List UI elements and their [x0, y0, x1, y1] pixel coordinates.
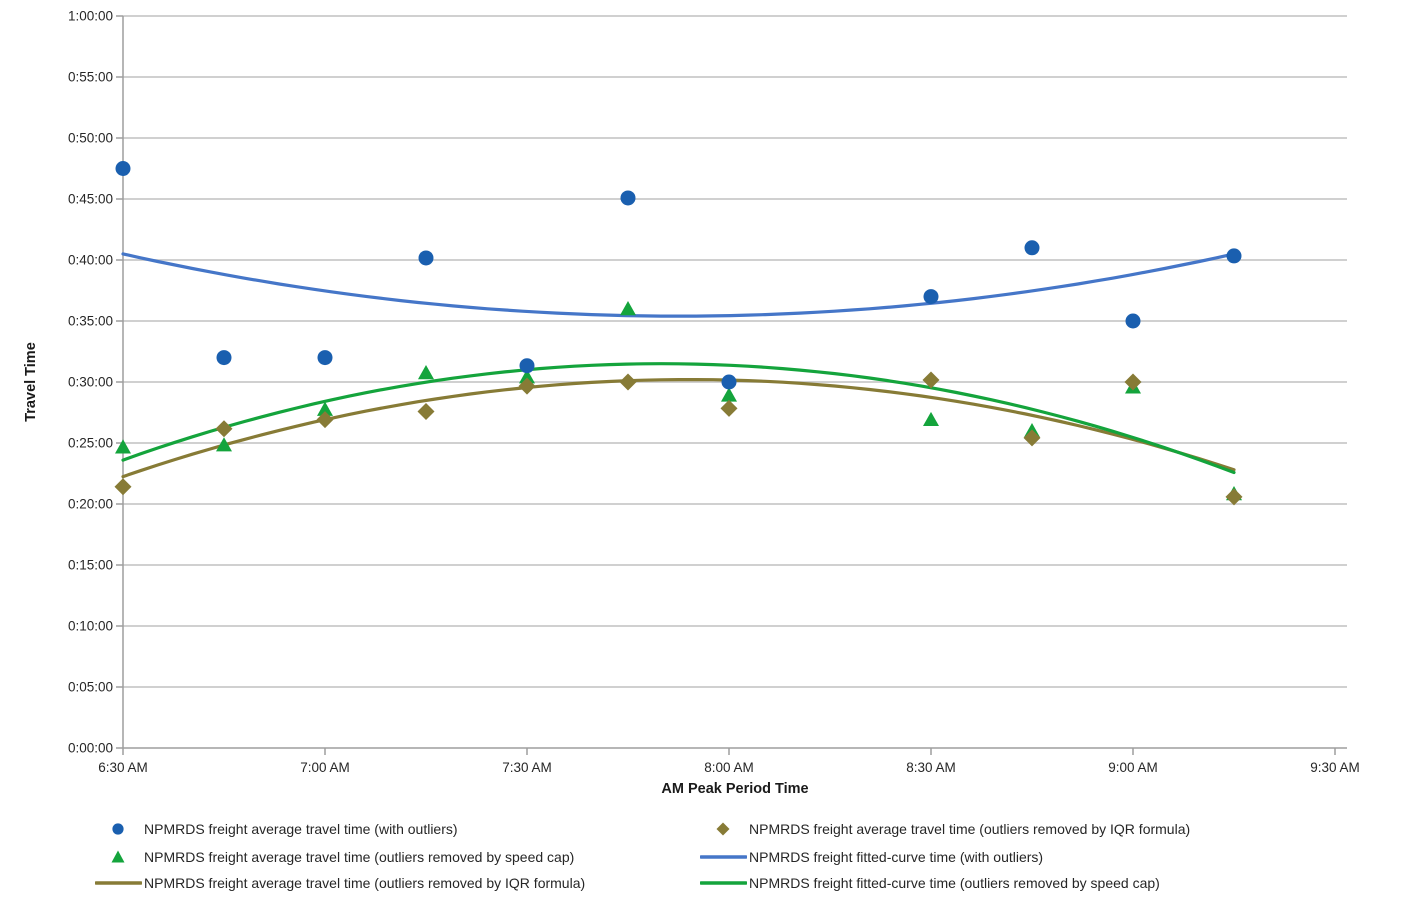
data-point-triangle [115, 439, 131, 454]
data-point-diamond [1023, 429, 1041, 447]
y-tick-label: 0:10:00 [68, 619, 113, 634]
legend-item-2: NPMRDS freight average travel time (outl… [95, 846, 574, 868]
triangle-glyph [111, 850, 125, 863]
legend-marker-line-icon [700, 881, 747, 885]
data-point-circle [1125, 313, 1141, 329]
y-tick-label: 1:00:00 [68, 9, 113, 24]
data-point-triangle [418, 365, 434, 380]
fitted-curve-1 [121, 378, 1236, 479]
data-point-diamond [1124, 373, 1142, 391]
legend: NPMRDS freight average travel time (with… [0, 812, 1401, 900]
y-tick-label: 0:30:00 [68, 375, 113, 390]
y-tick-label: 0:50:00 [68, 131, 113, 146]
x-tick-label: 6:30 AM [98, 760, 148, 775]
data-point-diamond [417, 402, 435, 420]
legend-item-4: NPMRDS freight average travel time (outl… [95, 872, 585, 894]
legend-label: NPMRDS freight fitted-curve time (outlie… [749, 875, 1160, 891]
y-tick-label: 0:55:00 [68, 70, 113, 85]
data-point-circle [317, 350, 333, 366]
legend-label: NPMRDS freight average travel time (outl… [749, 821, 1191, 837]
y-tick-label: 0:45:00 [68, 192, 113, 207]
data-point-diamond [114, 478, 132, 496]
data-point-diamond [316, 411, 334, 429]
circle-glyph [112, 823, 124, 835]
data-point-circle [620, 190, 636, 206]
y-tick-label: 0:40:00 [68, 253, 113, 268]
legend-label: NPMRDS freight average travel time (outl… [144, 849, 575, 865]
data-point-diamond [619, 373, 637, 391]
legend-marker-line-icon [95, 881, 142, 885]
legend-marker-triangle-icon [111, 850, 125, 863]
x-tick-label: 9:00 AM [1108, 760, 1158, 775]
data-point-triangle [317, 401, 333, 416]
data-point-circle [1024, 240, 1040, 256]
x-tick-label: 7:00 AM [300, 760, 350, 775]
legend-label: NPMRDS freight fitted-curve time (with o… [749, 849, 1044, 865]
y-axis-title: Travel Time [23, 342, 39, 422]
x-axis-title: AM Peak Period Time [661, 781, 809, 797]
legend-label: NPMRDS freight average travel time (outl… [144, 875, 586, 891]
legend-item-3: NPMRDS freight fitted-curve time (with o… [700, 846, 1043, 868]
fitted-curve-0 [121, 252, 1236, 318]
data-point-triangle [216, 437, 232, 452]
data-point-triangle [620, 301, 636, 316]
data-point-diamond [518, 377, 536, 395]
data-point-circle [923, 289, 939, 305]
y-tick-label: 0:20:00 [68, 497, 113, 512]
data-point-circle [721, 374, 737, 390]
y-tick-label: 0:00:00 [68, 741, 113, 756]
y-tick-label: 0:25:00 [68, 436, 113, 451]
y-tick-label: 0:15:00 [68, 558, 113, 573]
x-tick-label: 7:30 AM [502, 760, 552, 775]
legend-marker-circle-icon [112, 823, 124, 835]
y-tick-label: 0:05:00 [68, 680, 113, 695]
diamond-glyph [716, 822, 730, 836]
data-point-diamond [720, 399, 738, 417]
data-point-triangle [519, 369, 535, 384]
legend-item-0: NPMRDS freight average travel time (with… [95, 818, 458, 840]
legend-marker-diamond-icon [716, 822, 730, 836]
data-point-diamond [922, 371, 940, 389]
data-point-circle [519, 358, 535, 374]
x-tick-label: 9:30 AM [1310, 760, 1360, 775]
x-tick-label: 8:30 AM [906, 760, 956, 775]
legend-item-5: NPMRDS freight fitted-curve time (outlie… [700, 872, 1160, 894]
data-point-triangle [721, 387, 737, 402]
legend-label: NPMRDS freight average travel time (with… [144, 821, 458, 837]
data-point-circle [1226, 248, 1242, 264]
y-tick-label: 0:35:00 [68, 314, 113, 329]
data-point-diamond [215, 420, 233, 438]
legend-item-1: NPMRDS freight average travel time (outl… [700, 818, 1190, 840]
data-point-circle [115, 161, 131, 176]
data-point-diamond [1225, 488, 1243, 506]
x-tick-label: 8:00 AM [704, 760, 754, 775]
legend-marker-line-icon [700, 855, 747, 859]
data-point-triangle [923, 411, 939, 427]
data-point-circle [418, 250, 434, 266]
fitted-curve-2 [121, 362, 1236, 475]
data-point-circle [216, 350, 232, 366]
